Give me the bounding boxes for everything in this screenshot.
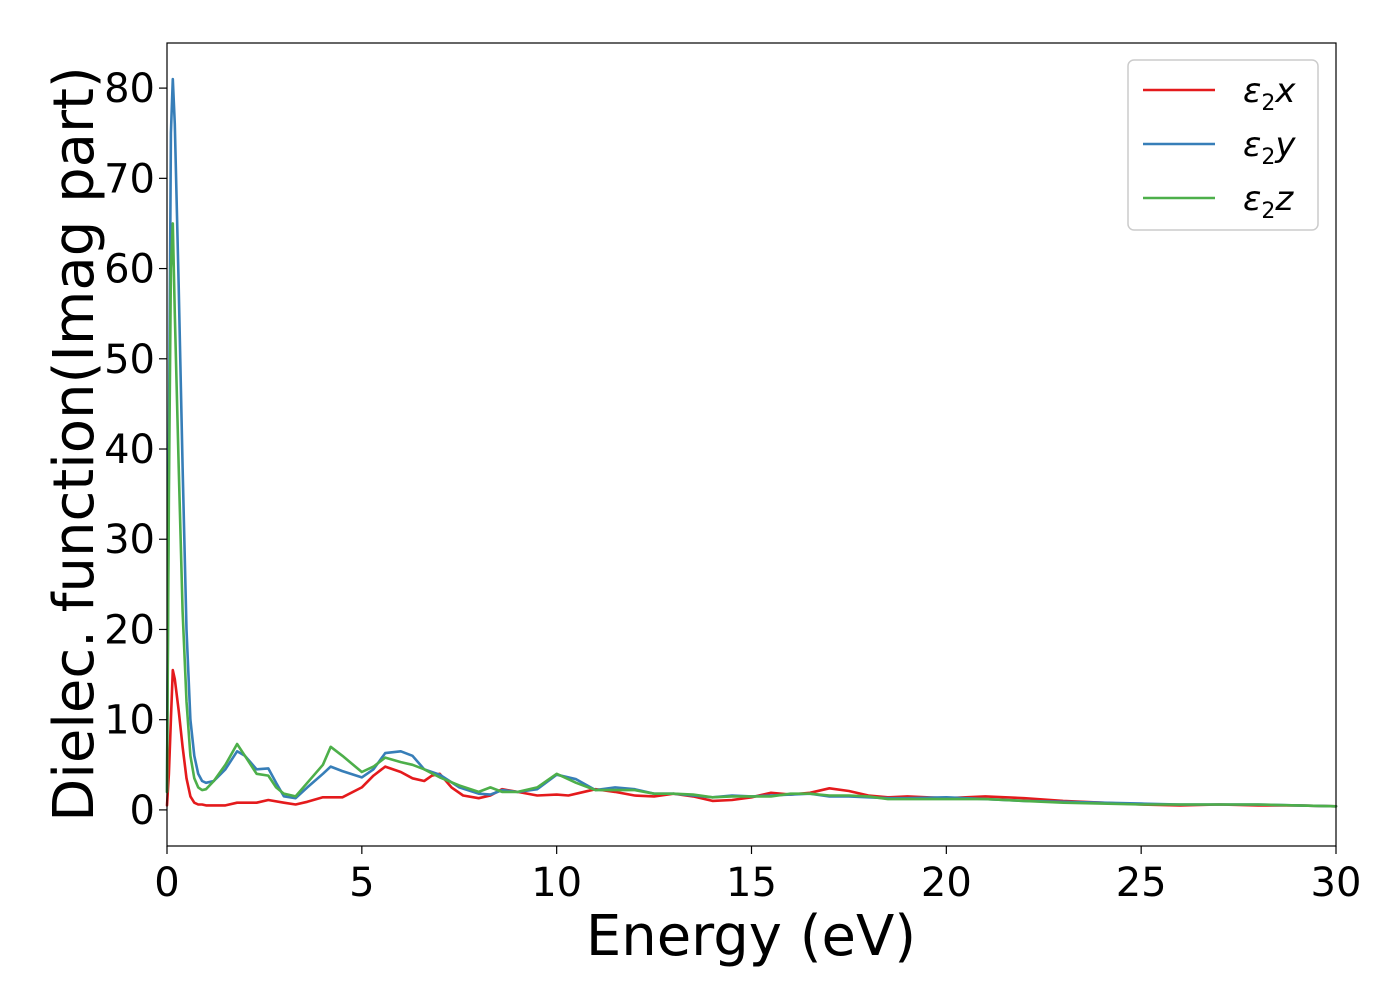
- x-tick-label: 10: [531, 860, 582, 906]
- x-tick-label: 5: [349, 860, 374, 906]
- y-tick-label: 50: [104, 337, 155, 383]
- x-axis-ticks: 0 5 10 15 20 25 30: [154, 846, 1361, 906]
- legend-items: ε2x ε2y ε2z: [1143, 71, 1296, 224]
- x-tick-label: 25: [1116, 860, 1167, 906]
- y-axis-title: Dielec. function(Imag part): [42, 66, 107, 822]
- x-tick-label: 0: [154, 860, 179, 906]
- y-tick-label: 40: [104, 427, 155, 473]
- series-layer: [165, 77, 1338, 808]
- series-line-z: [165, 222, 1338, 808]
- y-axis-ticks: 0 10 20 30 40 50 60 70 80: [104, 66, 167, 834]
- y-tick-label: 30: [104, 517, 155, 563]
- y-tick-label: 0: [130, 788, 155, 834]
- legend-label-y: ε2y: [1243, 125, 1296, 170]
- x-tick-label: 15: [726, 860, 777, 906]
- y-tick-label: 20: [104, 607, 155, 653]
- x-tick-label: 20: [921, 860, 972, 906]
- legend-label-x: ε2x: [1243, 71, 1296, 116]
- series-line-x: [165, 668, 1338, 808]
- y-tick-label: 60: [104, 247, 155, 293]
- y-tick-label: 80: [104, 66, 155, 112]
- x-tick-label: 30: [1311, 860, 1362, 906]
- legend-box: [1127, 59, 1319, 231]
- legend-label-z: ε2z: [1243, 179, 1294, 224]
- x-axis-title: Energy (eV): [586, 904, 916, 969]
- legend: ε2x ε2y ε2z: [1127, 59, 1319, 231]
- y-tick-label: 70: [104, 156, 155, 202]
- y-tick-label: 10: [104, 698, 155, 744]
